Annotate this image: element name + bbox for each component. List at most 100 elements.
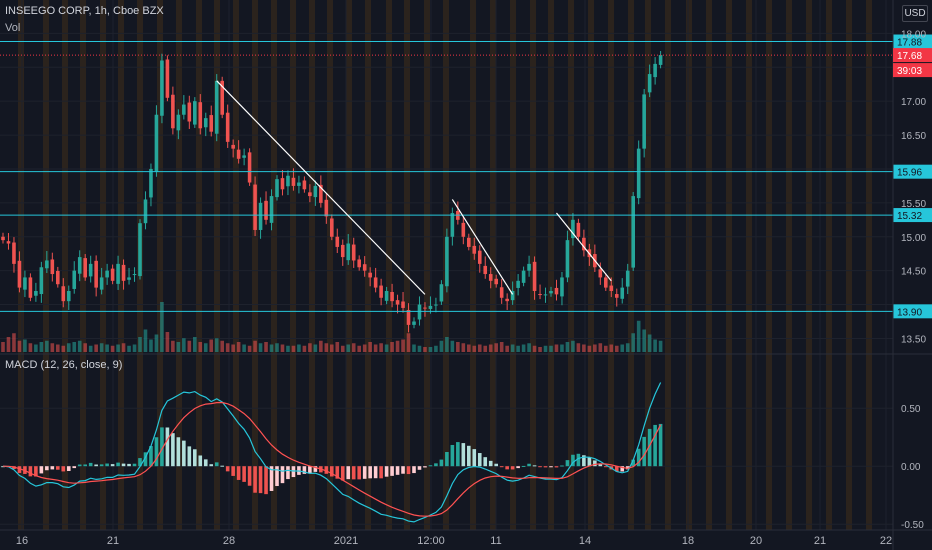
horizontal-levels[interactable]: 17.88 15.96 15.32 13.90 xyxy=(0,34,932,319)
volume-bar xyxy=(340,345,345,352)
volume-bar xyxy=(576,343,581,352)
currency-button[interactable]: USD xyxy=(902,5,928,22)
candle-body xyxy=(121,264,126,281)
macd-histogram-bar xyxy=(132,463,137,467)
candle-body xyxy=(532,261,537,291)
macd-histogram-bar xyxy=(538,466,542,468)
session-band xyxy=(365,0,371,530)
macd-histogram-bar xyxy=(66,466,71,471)
candle-body xyxy=(582,237,586,251)
macd-histogram-bar xyxy=(565,460,570,467)
candle-body xyxy=(384,290,389,301)
volume-bar xyxy=(275,343,279,352)
volume-bar xyxy=(362,344,367,352)
session-band xyxy=(766,0,772,530)
candle-body xyxy=(543,294,548,296)
candle-body xyxy=(642,94,646,149)
candle-body xyxy=(571,219,575,239)
volume-bar xyxy=(17,340,22,352)
level-tag xyxy=(893,208,932,223)
volume-bar xyxy=(160,302,164,352)
macd-histogram-bar xyxy=(417,466,422,470)
candle-body xyxy=(132,274,137,276)
volume-bar xyxy=(384,344,389,352)
candle-body xyxy=(302,180,307,190)
macd-histogram-bar xyxy=(505,466,509,470)
time-tick-label: 14 xyxy=(579,535,591,547)
volume-bar xyxy=(620,344,625,352)
volume-bar xyxy=(61,345,66,352)
signal-line xyxy=(2,401,662,517)
macd-histogram-bar xyxy=(604,466,608,468)
candle-body xyxy=(264,200,268,220)
macd-histogram-bar xyxy=(176,437,181,467)
candle-body xyxy=(527,263,531,271)
candle-body xyxy=(373,277,378,288)
macd-histogram-bar xyxy=(527,463,531,467)
time-tick-label: 18 xyxy=(682,535,694,547)
time-tick-label: 21 xyxy=(107,535,119,547)
macd-histogram-bar xyxy=(346,466,351,480)
candle-body xyxy=(516,280,520,288)
volume-bar xyxy=(253,340,257,352)
session-band xyxy=(252,0,258,530)
macd-histogram-bar xyxy=(532,465,537,467)
macd-histogram-bar xyxy=(182,440,186,467)
candle-body xyxy=(127,277,131,280)
candle-body xyxy=(609,285,614,291)
macd-histogram-bar xyxy=(99,464,104,467)
macd-histogram-bar xyxy=(423,466,427,468)
macd-histogram-bar xyxy=(379,466,383,479)
volume-bar xyxy=(434,345,438,352)
candle-body xyxy=(12,242,16,264)
grid xyxy=(0,0,893,530)
volume-bars xyxy=(1,302,663,352)
session-band xyxy=(290,0,296,530)
macd-histogram-bar xyxy=(636,448,641,467)
level-label: 13.90 xyxy=(897,307,922,318)
candle-body xyxy=(346,243,351,261)
macd-histogram-bar xyxy=(335,466,340,479)
volume-bar xyxy=(538,347,542,352)
candle-body xyxy=(647,74,652,93)
macd-histogram-bar xyxy=(143,452,148,467)
volume-bar xyxy=(28,343,33,352)
macd-histogram-bar xyxy=(50,466,55,470)
candle-body xyxy=(72,270,77,289)
volume-bar xyxy=(187,340,192,352)
macd-histogram-bar xyxy=(280,466,285,484)
volume-bar xyxy=(456,342,460,352)
candle-body xyxy=(554,287,559,295)
volume-bar xyxy=(494,343,498,352)
candle-body xyxy=(203,118,208,128)
volume-bar xyxy=(143,329,148,352)
session-band xyxy=(157,0,163,530)
candle-body xyxy=(658,55,663,65)
countdown-tag xyxy=(893,63,932,78)
price-tick-label: 14.50 xyxy=(901,267,926,278)
volume-bar xyxy=(499,342,504,352)
macd-histogram-bar xyxy=(390,466,394,476)
candle-body xyxy=(308,192,312,197)
volume-bar xyxy=(445,337,449,352)
volume-bar xyxy=(264,342,268,352)
volume-bar xyxy=(231,344,235,352)
volume-bar xyxy=(412,344,416,352)
macd-histogram-bar xyxy=(445,451,449,467)
session-band xyxy=(568,0,574,530)
trendlines[interactable] xyxy=(216,80,612,295)
volume-bar xyxy=(647,334,652,352)
macd-tick-label: -0.50 xyxy=(901,520,924,531)
volume-bar xyxy=(203,343,208,352)
candle-body xyxy=(83,258,87,278)
macd-label[interactable]: MACD (12, 26, close, 9) xyxy=(5,359,123,371)
volume-bar xyxy=(116,344,120,352)
volume-bar xyxy=(379,343,383,352)
volume-bar xyxy=(631,333,635,352)
volume-bar xyxy=(127,345,131,352)
candle-body xyxy=(138,223,142,277)
volume-bar xyxy=(23,339,27,352)
macd-histogram-bar xyxy=(61,466,66,472)
symbol-title[interactable]: INSEEGO CORP, 1h, Cboe BZX xyxy=(5,5,164,17)
